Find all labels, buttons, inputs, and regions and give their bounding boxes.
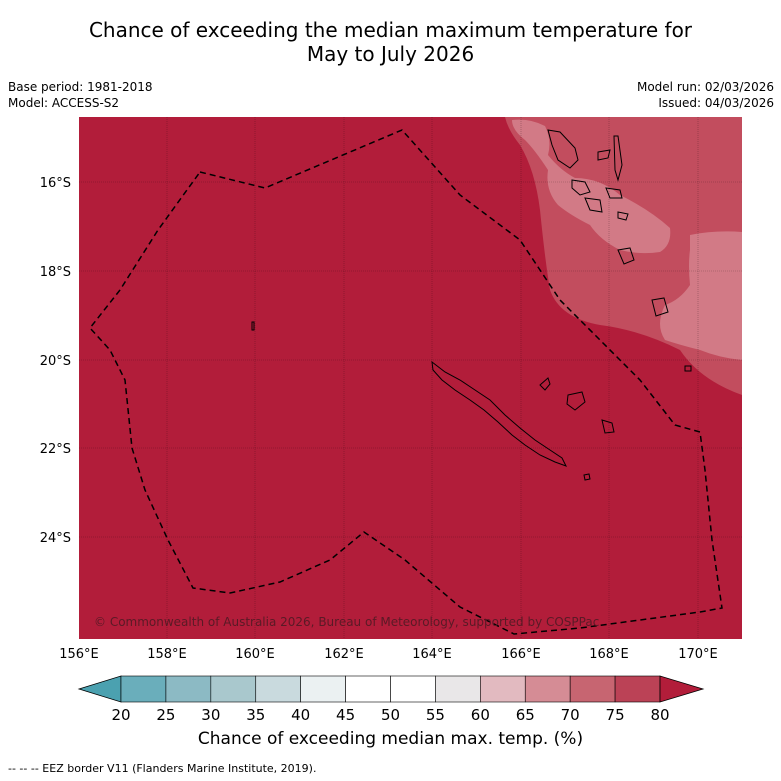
colorbar-arrow-high [659,675,705,703]
colorbar: 20 25 30 35 40 45 50 55 60 65 70 75 80 [77,675,705,724]
map-panel: © Commonwealth of Australia 2026, Bureau… [79,117,742,639]
vanuatu-island-1 [547,129,579,169]
meta-right: Model run: 02/03/2026 Issued: 04/03/2026 [637,79,774,111]
colorbar-segment [480,675,526,703]
colorbar-tick-label: 80 [650,706,669,724]
colorbar-segment [524,675,571,703]
title-line-2: May to July 2026 [306,42,475,66]
lon-label: 168°E [589,647,629,662]
colorbar-label: Chance of exceeding median max. temp. (%… [197,729,584,749]
lat-label: 22°S [40,442,71,457]
colorbar-segment [569,675,616,703]
colorbar-segment [435,675,481,703]
vanuatu-island-6 [605,187,623,199]
vanuatu-island-3 [613,135,623,182]
colorbar-segment [300,675,346,703]
colorbar-tick-label: 70 [561,706,580,724]
colorbar-tick-label: 40 [291,706,310,724]
colorbar-segment [165,675,212,703]
lon-label: 164°E [412,647,452,662]
loyalty-island-1 [539,377,551,391]
colorbar-tick-label: 35 [246,706,265,724]
colorbar-tick-label: 75 [606,706,625,724]
colorbar-segment [210,675,257,703]
chart-title: Chance of exceeding the median maximum t… [0,18,781,66]
lon-label: 170°E [678,647,718,662]
colorbar-arrow-low [77,675,122,703]
zone-65-70-east [660,231,742,360]
loyalty-island-2 [566,391,586,411]
colorbar-tick-label: 50 [381,706,400,724]
lon-label: 156°E [59,647,99,662]
model-run: Model run: 02/03/2026 [636,80,774,94]
issued-date: Issued: 04/03/2026 [658,96,774,110]
meta-left: Base period: 1981-2018 Model: ACCESS-S2 [8,79,153,111]
colorbar-tick-label: 30 [201,706,220,724]
colorbar-tick-label: 60 [471,706,490,724]
colorbar-tick-label: 55 [426,706,445,724]
colorbar-segment [120,675,167,703]
base-period: Base period: 1981-2018 [8,80,153,94]
vanuatu-island-4 [571,179,591,196]
lon-labels: 156°E 158°E 160°E 162°E 164°E 166°E 168°… [59,647,718,662]
eez-footnote: -- -- -- EEZ border V11 (Flanders Marine… [8,762,317,775]
lon-label: 158°E [147,647,187,662]
colorbar-tick-label: 45 [336,706,355,724]
vanuatu-island-2 [597,149,611,161]
lat-label: 18°S [40,265,71,280]
vanuatu-island-7 [617,211,629,221]
colorbar-segment [614,675,661,703]
colorbar-tick-label: 25 [156,706,175,724]
title-line-1: Chance of exceeding the median maximum t… [88,18,693,42]
loyalty-island-3 [601,419,615,434]
model-name: Model: ACCESS-S2 [8,96,120,110]
vanuatu-island-8 [617,247,635,265]
colorbar-tick-label: 65 [516,706,535,724]
lat-label: 16°S [40,176,71,191]
chesterfield-islet [251,321,255,331]
colorbar-tick-label: 20 [111,706,130,724]
lat-label: 24°S [40,531,71,546]
eez-border [89,129,723,635]
copyright-text: © Commonwealth of Australia 2026, Bureau… [94,615,599,629]
new-caledonia-island [431,360,568,467]
vanuatu-island-9 [651,297,669,317]
zone-65-70 [512,119,671,254]
colorbar-segment [390,675,436,703]
lon-label: 166°E [501,647,541,662]
lat-labels: 16°S 18°S 20°S 22°S 24°S [40,176,71,546]
vanuatu-island-5 [584,197,603,213]
colorbar-segment [255,675,301,703]
gridlines [79,117,742,639]
lat-label: 20°S [40,354,71,369]
lon-label: 162°E [324,647,364,662]
colorbar-segment [345,675,391,703]
lon-label: 160°E [235,647,275,662]
isle-of-pines [583,473,591,481]
vanuatu-island-10 [684,365,692,372]
